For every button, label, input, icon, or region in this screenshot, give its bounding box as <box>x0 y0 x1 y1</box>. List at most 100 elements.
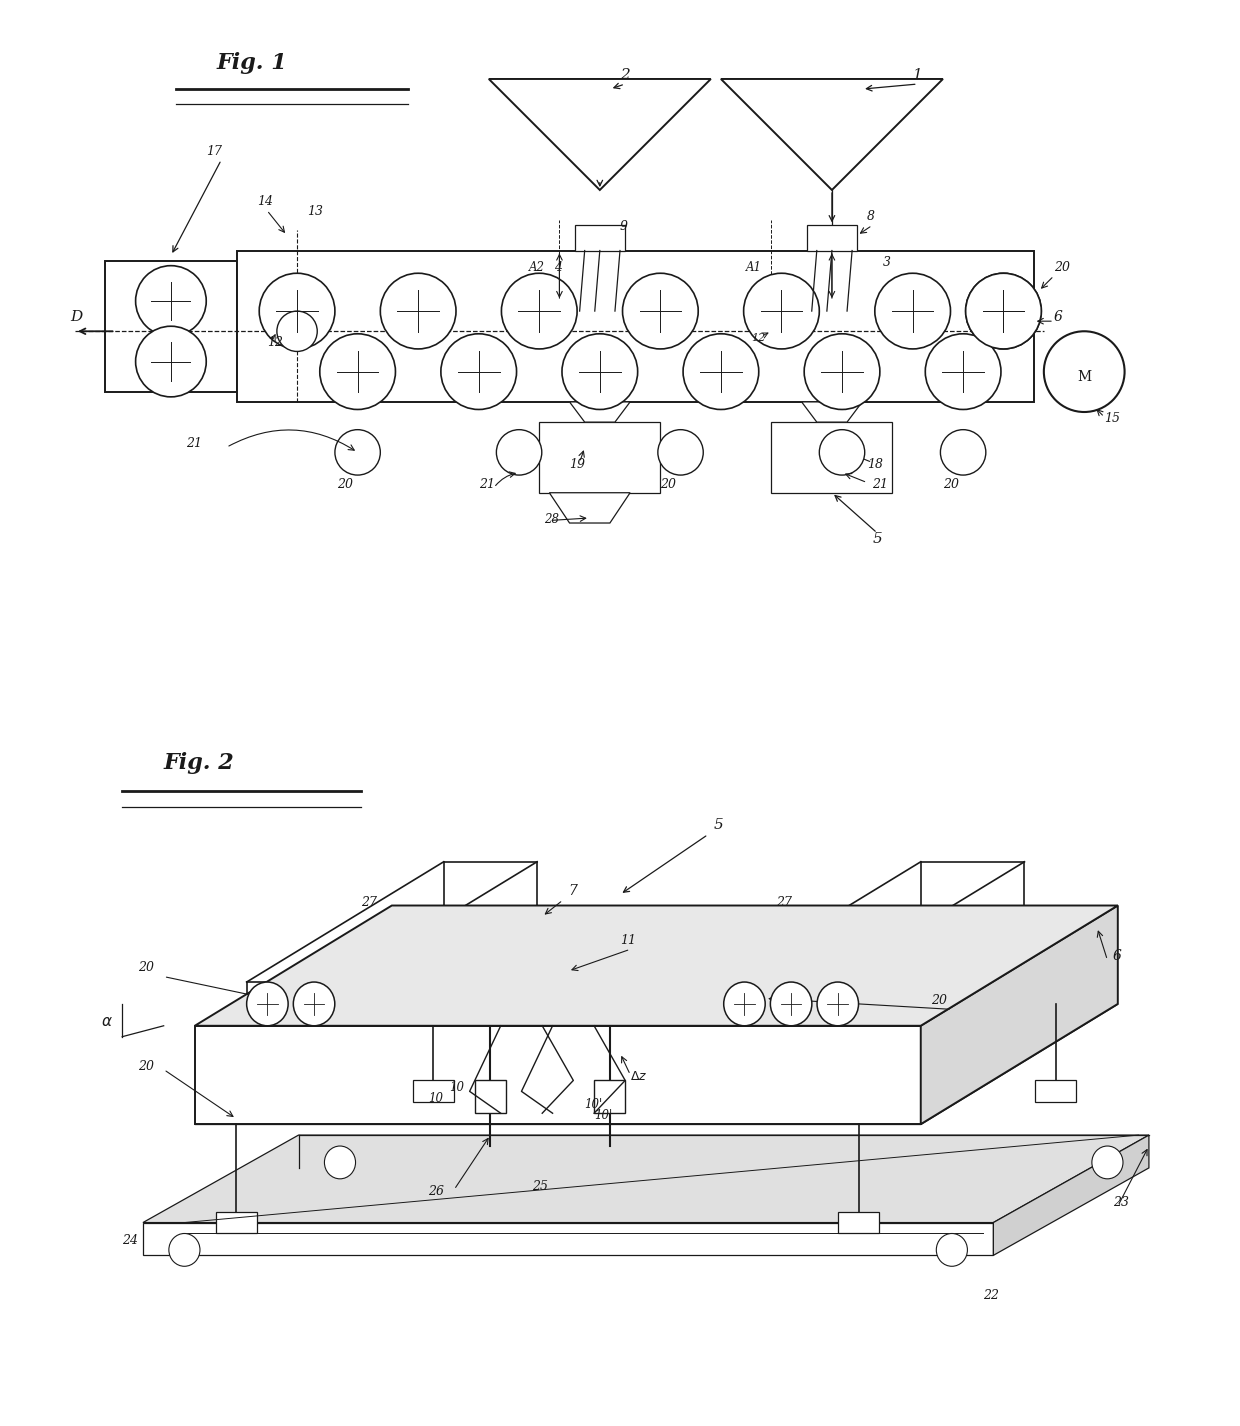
Text: Fig. 1: Fig. 1 <box>216 51 288 74</box>
Circle shape <box>294 983 335 1025</box>
Polygon shape <box>195 1004 1117 1124</box>
Bar <box>216 1212 257 1233</box>
Text: A1: A1 <box>746 261 763 274</box>
Circle shape <box>381 274 456 349</box>
Text: 6: 6 <box>1054 311 1063 324</box>
Circle shape <box>966 274 1042 349</box>
Text: 15: 15 <box>1105 412 1121 425</box>
Circle shape <box>501 274 577 349</box>
Text: 4: 4 <box>554 261 563 274</box>
Text: 5: 5 <box>872 532 882 546</box>
Circle shape <box>320 334 396 409</box>
Bar <box>475 1081 506 1114</box>
Bar <box>838 1212 879 1233</box>
Circle shape <box>247 983 288 1025</box>
Text: D: D <box>69 311 82 324</box>
Text: 20: 20 <box>661 478 676 491</box>
Circle shape <box>770 983 812 1025</box>
Polygon shape <box>195 1025 921 1124</box>
Text: 20: 20 <box>942 478 959 491</box>
Bar <box>105 261 237 392</box>
Text: 12: 12 <box>751 334 765 344</box>
Polygon shape <box>921 906 1117 1124</box>
Text: 27: 27 <box>775 896 791 908</box>
Polygon shape <box>549 493 630 523</box>
Text: 22: 22 <box>983 1289 999 1302</box>
Polygon shape <box>195 906 1117 1025</box>
Text: 21: 21 <box>186 438 202 451</box>
Bar <box>807 225 857 251</box>
Bar <box>574 225 625 251</box>
Text: 21: 21 <box>872 478 888 491</box>
Text: 6: 6 <box>1112 950 1121 963</box>
Text: 1: 1 <box>913 68 923 81</box>
Text: 21: 21 <box>479 478 495 491</box>
Polygon shape <box>720 78 942 190</box>
Text: $\Delta z$: $\Delta z$ <box>630 1071 647 1084</box>
Circle shape <box>325 1147 356 1179</box>
Bar <box>511 950 573 992</box>
Circle shape <box>658 429 703 475</box>
Polygon shape <box>801 402 862 422</box>
Text: 27: 27 <box>361 896 377 908</box>
Circle shape <box>925 334 1001 409</box>
Text: 10: 10 <box>428 1092 443 1105</box>
Circle shape <box>496 429 542 475</box>
Polygon shape <box>993 1135 1149 1255</box>
Bar <box>1035 1081 1076 1102</box>
Text: 26: 26 <box>428 1185 444 1198</box>
Text: 10': 10' <box>584 1098 601 1111</box>
Text: 5: 5 <box>713 819 723 831</box>
Text: 20: 20 <box>1054 261 1070 274</box>
Circle shape <box>936 1233 967 1266</box>
Circle shape <box>1044 331 1125 412</box>
Text: 11: 11 <box>620 934 636 947</box>
Text: 19: 19 <box>569 458 585 471</box>
Circle shape <box>562 334 637 409</box>
Text: 3: 3 <box>883 255 890 268</box>
Text: 9: 9 <box>620 221 627 234</box>
Text: 20: 20 <box>337 478 353 491</box>
Circle shape <box>277 311 317 351</box>
Text: 25: 25 <box>532 1179 548 1192</box>
Text: 7: 7 <box>568 884 577 897</box>
Text: $\alpha$: $\alpha$ <box>102 1015 113 1028</box>
Circle shape <box>441 334 517 409</box>
Bar <box>539 422 661 493</box>
Text: 23: 23 <box>1112 1196 1128 1209</box>
Text: 20: 20 <box>138 1060 154 1072</box>
Circle shape <box>820 429 864 475</box>
Text: 8: 8 <box>867 210 875 224</box>
Circle shape <box>169 1233 200 1266</box>
Text: 12: 12 <box>267 337 283 349</box>
Text: 17: 17 <box>206 144 222 158</box>
Text: 13: 13 <box>308 205 324 218</box>
Polygon shape <box>489 78 711 190</box>
Text: 20: 20 <box>931 994 947 1007</box>
Text: M: M <box>1078 369 1091 384</box>
Circle shape <box>817 983 858 1025</box>
Text: A2: A2 <box>529 261 546 274</box>
Circle shape <box>335 429 381 475</box>
Bar <box>771 422 893 493</box>
Text: 10': 10' <box>594 1108 613 1122</box>
Polygon shape <box>143 1222 993 1255</box>
Bar <box>237 251 1034 402</box>
Circle shape <box>135 265 206 337</box>
Text: 2: 2 <box>620 68 630 81</box>
Text: 18: 18 <box>867 458 883 471</box>
Text: 28: 28 <box>544 513 559 526</box>
Circle shape <box>966 274 1042 349</box>
Text: 10: 10 <box>449 1081 464 1094</box>
Circle shape <box>724 983 765 1025</box>
Circle shape <box>683 334 759 409</box>
Bar <box>413 1081 454 1102</box>
Circle shape <box>259 274 335 349</box>
Circle shape <box>1092 1147 1123 1179</box>
Circle shape <box>744 274 820 349</box>
Text: 20: 20 <box>138 961 154 974</box>
Circle shape <box>622 274 698 349</box>
Circle shape <box>940 429 986 475</box>
Circle shape <box>874 274 951 349</box>
Circle shape <box>135 327 206 396</box>
